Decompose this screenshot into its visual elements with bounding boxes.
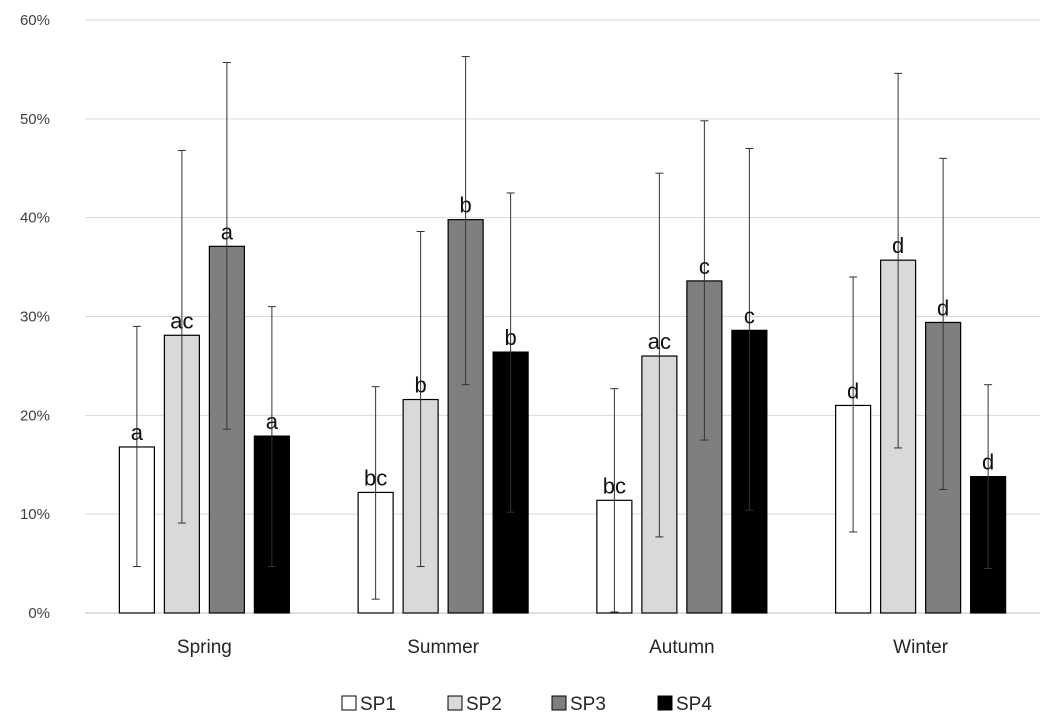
bars — [118, 219, 1007, 614]
x-category-label: Summer — [407, 637, 479, 658]
bar — [447, 219, 484, 614]
significance-letter: bc — [603, 473, 626, 498]
significance-letter: a — [221, 219, 234, 244]
significance-letter: ac — [170, 308, 193, 333]
significance-letter: b — [505, 325, 517, 350]
y-tick-label: 60% — [20, 12, 50, 29]
x-axis-categories: Spring Summer Autumn Winter — [177, 637, 949, 658]
legend: SP1 SP2 SP3 SP4 — [341, 694, 712, 715]
significance-letter: d — [892, 233, 904, 258]
significance-letter: d — [847, 378, 859, 403]
legend-swatch — [551, 695, 567, 711]
error-bars — [132, 56, 993, 613]
x-category-label: Spring — [177, 637, 232, 658]
significance-letter: d — [982, 450, 994, 475]
y-tick-label: 40% — [20, 210, 50, 227]
significance-letters: a ac a a bc b b b bc ac c c d d d d — [131, 193, 995, 499]
significance-letter: a — [266, 409, 279, 434]
y-axis-ticks: 0% 10% 20% 30% 40% 50% 60% — [20, 12, 50, 622]
significance-letter: b — [460, 193, 472, 218]
significance-letter: d — [937, 295, 949, 320]
legend-swatch — [657, 695, 673, 711]
legend-label: SP3 — [570, 694, 606, 715]
legend-label: SP2 — [466, 694, 502, 715]
legend-swatch — [341, 695, 357, 711]
y-tick-label: 20% — [20, 407, 50, 424]
x-category-label: Winter — [893, 637, 949, 658]
y-tick-label: 0% — [28, 605, 50, 622]
legend-swatch — [447, 695, 463, 711]
y-tick-label: 30% — [20, 309, 50, 326]
significance-letter: bc — [364, 465, 387, 490]
significance-letter: a — [131, 420, 144, 445]
x-category-label: Autumn — [649, 637, 714, 658]
significance-letter: c — [699, 254, 710, 279]
legend-label: SP4 — [676, 694, 712, 715]
y-tick-label: 10% — [20, 506, 50, 523]
significance-letter: ac — [648, 329, 671, 354]
y-tick-label: 50% — [20, 111, 50, 128]
significance-letter: b — [415, 373, 427, 398]
significance-letter: c — [744, 303, 755, 328]
legend-label: SP1 — [360, 694, 396, 715]
